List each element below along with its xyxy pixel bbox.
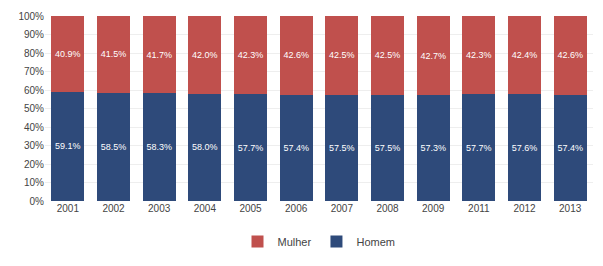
svg-text:42.6%: 42.6%: [557, 50, 583, 60]
svg-text:Homem: Homem: [356, 236, 395, 248]
svg-text:2012: 2012: [513, 203, 536, 214]
svg-text:0%: 0%: [30, 196, 45, 207]
svg-text:2004: 2004: [194, 203, 217, 214]
svg-text:58.3%: 58.3%: [146, 142, 172, 152]
svg-text:2001: 2001: [57, 203, 80, 214]
svg-text:2003: 2003: [148, 203, 171, 214]
svg-text:57.7%: 57.7%: [238, 143, 264, 153]
svg-text:57.4%: 57.4%: [557, 143, 583, 153]
svg-text:58.5%: 58.5%: [101, 142, 127, 152]
svg-text:70%: 70%: [24, 66, 44, 77]
svg-text:42.5%: 42.5%: [375, 50, 401, 60]
svg-text:2013: 2013: [559, 203, 582, 214]
svg-text:2002: 2002: [102, 203, 125, 214]
svg-text:50%: 50%: [24, 103, 44, 114]
svg-text:100%: 100%: [18, 11, 44, 22]
svg-text:58.0%: 58.0%: [192, 142, 218, 152]
svg-text:57.6%: 57.6%: [512, 143, 538, 153]
svg-text:90%: 90%: [24, 29, 44, 40]
svg-text:2009: 2009: [422, 203, 445, 214]
svg-text:57.5%: 57.5%: [375, 143, 401, 153]
svg-text:57.5%: 57.5%: [329, 143, 355, 153]
svg-text:80%: 80%: [24, 48, 44, 59]
svg-text:2006: 2006: [285, 203, 308, 214]
svg-text:57.3%: 57.3%: [420, 143, 446, 153]
svg-text:59.1%: 59.1%: [55, 141, 81, 151]
svg-text:2008: 2008: [376, 203, 399, 214]
svg-text:42.0%: 42.0%: [192, 50, 218, 60]
svg-text:41.7%: 41.7%: [146, 50, 172, 60]
svg-text:42.3%: 42.3%: [466, 50, 492, 60]
svg-text:40.9%: 40.9%: [55, 49, 81, 59]
svg-text:30%: 30%: [24, 140, 44, 151]
svg-text:57.4%: 57.4%: [283, 143, 309, 153]
svg-text:57.7%: 57.7%: [466, 143, 492, 153]
svg-text:41.5%: 41.5%: [101, 49, 127, 59]
svg-text:2005: 2005: [239, 203, 262, 214]
svg-text:2011: 2011: [468, 203, 490, 214]
svg-text:60%: 60%: [24, 85, 44, 96]
svg-text:42.3%: 42.3%: [238, 50, 264, 60]
svg-text:42.7%: 42.7%: [420, 51, 446, 61]
svg-text:Mulher: Mulher: [278, 236, 312, 248]
svg-text:42.5%: 42.5%: [329, 50, 355, 60]
svg-text:40%: 40%: [24, 122, 44, 133]
svg-text:42.6%: 42.6%: [283, 50, 309, 60]
svg-text:2007: 2007: [331, 203, 354, 214]
svg-text:42.4%: 42.4%: [512, 50, 538, 60]
svg-text:10%: 10%: [24, 177, 44, 188]
svg-text:20%: 20%: [24, 159, 44, 170]
